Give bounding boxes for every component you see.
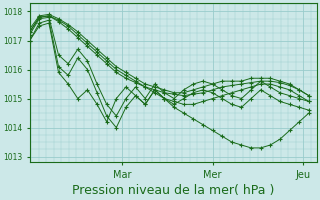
X-axis label: Pression niveau de la mer( hPa ): Pression niveau de la mer( hPa ) <box>72 184 275 197</box>
